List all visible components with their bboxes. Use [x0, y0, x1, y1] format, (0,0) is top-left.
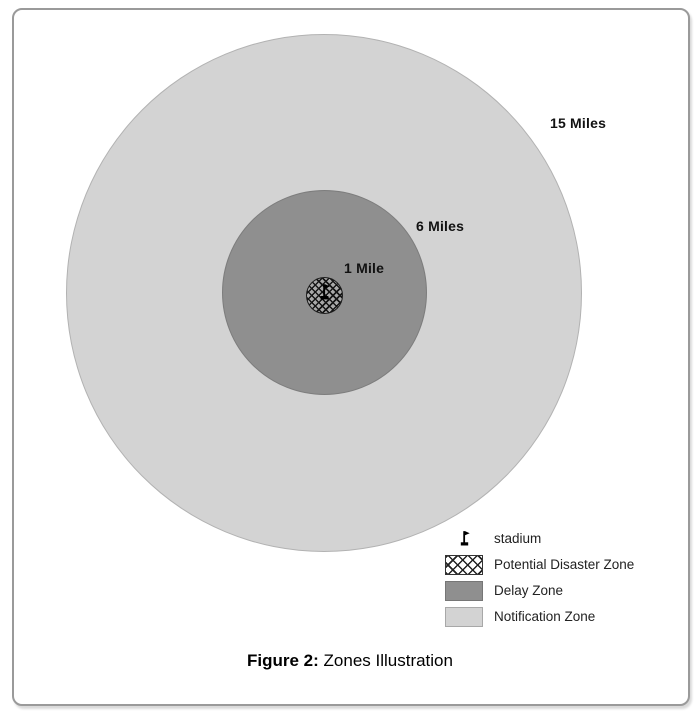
- legend-label: Notification Zone: [494, 609, 596, 624]
- legend-item-potential-disaster-zone: Potential Disaster Zone: [445, 554, 634, 575]
- legend: stadium Potential Disaster Zone Delay Zo…: [445, 528, 634, 632]
- figure-caption: Figure 2: Zones Illustration: [0, 651, 700, 671]
- figure-caption-number: Figure 2:: [247, 651, 319, 670]
- legend-label: Potential Disaster Zone: [494, 557, 635, 572]
- radius-label-15-miles: 15 Miles: [550, 115, 607, 131]
- legend-item-notification-zone: Notification Zone: [445, 606, 634, 627]
- legend-label: stadium: [494, 531, 542, 546]
- radius-label-1-mile: 1 Mile: [344, 260, 385, 276]
- legend-label: Delay Zone: [494, 583, 564, 598]
- notification-zone-swatch: [445, 606, 483, 627]
- radius-label-6-miles: 6 Miles: [416, 218, 465, 234]
- legend-item-stadium: stadium: [445, 528, 634, 549]
- stadium-icon: [319, 283, 330, 301]
- stadium-legend-icon: [445, 529, 483, 549]
- crosshatch-swatch: [445, 554, 483, 575]
- delay-zone-swatch: [445, 580, 483, 601]
- figure-caption-text: Zones Illustration: [318, 651, 453, 670]
- legend-item-delay-zone: Delay Zone: [445, 580, 634, 601]
